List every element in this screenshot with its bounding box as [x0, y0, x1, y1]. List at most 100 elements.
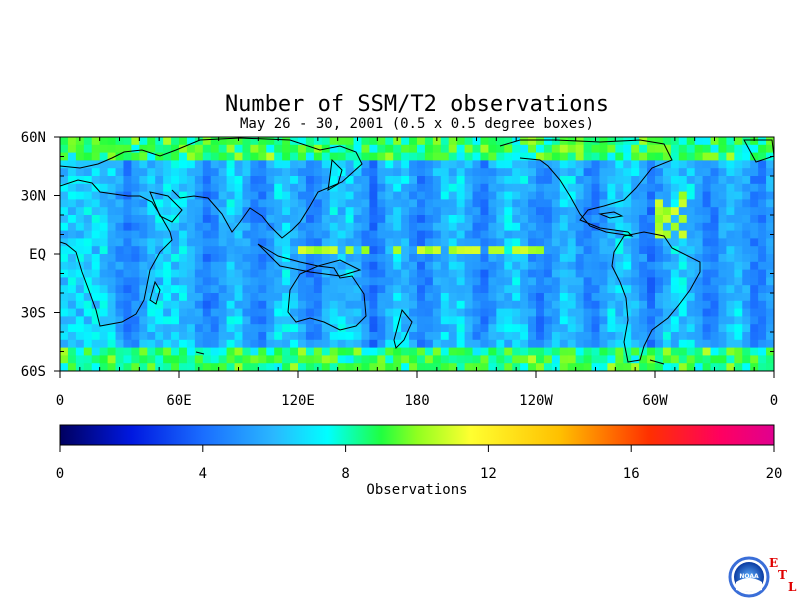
heatmap-cell: [417, 191, 426, 200]
heatmap-cell: [432, 300, 442, 310]
heatmap-cell: [536, 137, 545, 146]
heatmap-cell: [599, 254, 608, 263]
heatmap-cell: [218, 277, 228, 286]
heatmap-cell: [670, 324, 680, 333]
heatmap-cell: [115, 168, 124, 177]
heatmap-cell: [139, 285, 148, 294]
heatmap-cell: [274, 355, 283, 364]
heatmap-cell: [694, 152, 704, 161]
heatmap-cell: [599, 144, 608, 154]
heatmap-cell: [115, 300, 124, 310]
heatmap-cell: [353, 176, 362, 185]
heatmap-cell: [670, 207, 680, 216]
heatmap-cell: [393, 300, 402, 310]
heatmap-cell: [440, 222, 450, 232]
heatmap-cell: [639, 332, 648, 341]
heatmap-cell: [385, 230, 394, 239]
heatmap-cell: [226, 137, 236, 146]
heatmap-cell: [686, 363, 696, 371]
heatmap-cell: [456, 261, 466, 271]
heatmap-cell: [258, 332, 267, 341]
heatmap-cell: [488, 347, 497, 356]
heatmap-cell: [520, 285, 529, 294]
heatmap-cell: [99, 300, 109, 310]
heatmap-cell: [282, 347, 291, 356]
heatmap-cell: [480, 254, 489, 263]
heatmap-cell: [171, 261, 180, 271]
heatmap-cell: [377, 183, 386, 193]
heatmap-cell: [575, 199, 585, 208]
heatmap-cell: [615, 176, 624, 185]
heatmap-cell: [115, 339, 124, 349]
heatmap-cell: [75, 222, 85, 232]
heatmap-cell: [639, 137, 648, 146]
heatmap-cell: [305, 300, 315, 310]
heatmap-cell: [742, 254, 751, 263]
heatmap-cell: [139, 324, 148, 333]
heatmap-cell: [345, 152, 355, 161]
heatmap-cell: [742, 191, 751, 200]
heatmap-cell: [599, 269, 608, 278]
heatmap-cell: [504, 137, 513, 146]
heatmap-cell: [401, 144, 410, 154]
heatmap-cell: [131, 144, 140, 154]
coastline-caribbean: [598, 211, 624, 219]
heatmap-cell: [377, 285, 386, 294]
heatmap-cell: [361, 277, 370, 286]
heatmap-cell: [559, 183, 569, 193]
heatmap-cell: [409, 215, 418, 224]
heatmap-cell: [742, 137, 751, 146]
heatmap-cell: [639, 152, 648, 161]
heatmap-cell: [75, 207, 85, 216]
heatmap-cell: [662, 230, 672, 239]
heatmap-cell: [115, 191, 124, 200]
heatmap-cell: [575, 207, 585, 216]
heatmap-cell: [726, 199, 735, 208]
heatmap-cell: [210, 183, 220, 193]
heatmap-cell: [647, 293, 656, 302]
heatmap-cell: [504, 152, 513, 161]
heatmap-cell: [575, 277, 585, 286]
heatmap-cell: [464, 300, 474, 310]
heatmap-cell: [464, 168, 474, 177]
heatmap-cell: [218, 246, 228, 255]
heatmap-cell: [290, 168, 299, 177]
heatmap-cell: [520, 293, 529, 302]
heatmap-cell: [401, 207, 410, 216]
heatmap-cell: [99, 183, 109, 193]
heatmap-cell: [655, 183, 664, 193]
heatmap-cell: [623, 215, 632, 224]
heatmap-cell: [623, 339, 632, 349]
heatmap-cell: [305, 246, 315, 255]
heatmap-cell: [131, 347, 140, 356]
heatmap-cell: [718, 246, 727, 255]
coastline-japan: [327, 158, 343, 191]
heatmap-cell: [321, 254, 331, 263]
heatmap-cell: [551, 332, 561, 341]
heatmap-cell: [258, 347, 267, 356]
heatmap-cell: [234, 222, 243, 232]
heatmap-cell: [155, 183, 164, 193]
heatmap-cell: [417, 254, 426, 263]
heatmap-cell: [591, 324, 600, 333]
heatmap-cell: [305, 238, 315, 247]
heatmap-cell: [67, 183, 77, 193]
heatmap-cell: [385, 363, 394, 371]
heatmap-cell: [718, 230, 727, 239]
heatmap-cell: [226, 160, 236, 169]
heatmap-cell: [543, 199, 553, 208]
heatmap-cell: [282, 222, 291, 232]
heatmap-cell: [369, 215, 378, 224]
heatmap-cell: [512, 168, 521, 177]
heatmap-cell: [615, 316, 624, 325]
heatmap-cell: [131, 339, 140, 349]
heatmap-cell: [543, 355, 553, 364]
heatmap-cell: [496, 144, 505, 154]
heatmap-cell: [147, 293, 156, 302]
heatmap-cell: [496, 316, 505, 325]
heatmap-cell: [123, 363, 132, 371]
heatmap-cell: [186, 355, 196, 364]
heatmap-cell: [139, 300, 148, 310]
heatmap-cell: [766, 261, 774, 271]
heatmap-cell: [504, 168, 513, 177]
